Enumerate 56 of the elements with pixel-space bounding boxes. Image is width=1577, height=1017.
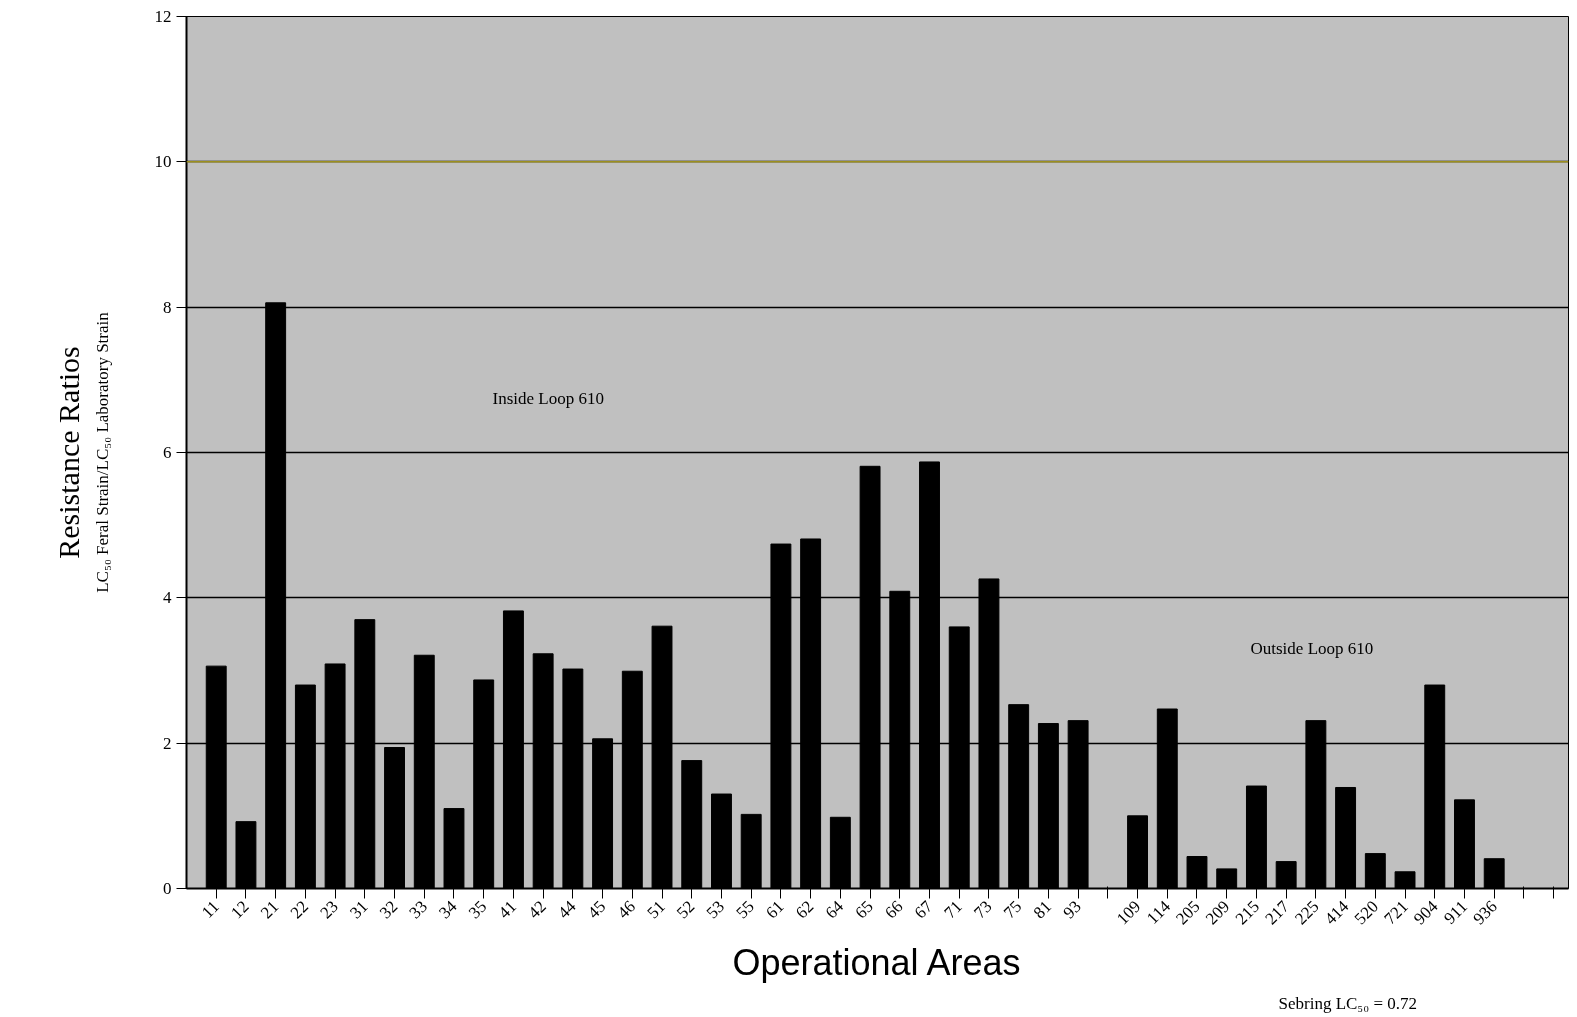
x-tick-label: 414: [1320, 896, 1353, 929]
x-tick-label: 45: [583, 896, 610, 923]
x-tick-label: 114: [1142, 896, 1175, 928]
x-tick-label: 65: [851, 896, 877, 923]
x-tick-label: 64: [821, 896, 848, 923]
x-tick-label: 34: [435, 896, 462, 923]
x-tick-label: 61: [762, 896, 788, 923]
x-tick-label: 21: [256, 896, 283, 923]
y-tick-label: 10: [154, 152, 172, 172]
annotation: Outside Loop 610: [1250, 639, 1374, 658]
x-tick-label: 53: [702, 896, 729, 923]
x-tick-label: 51: [643, 896, 669, 923]
x-tick-label: 22: [286, 896, 313, 923]
x-tick-label: 44: [554, 896, 580, 923]
x-tick-label: 12: [227, 896, 253, 923]
x-tick-label: 75: [999, 896, 1026, 923]
x-tick-label: 93: [1059, 896, 1085, 923]
x-tick-label: 225: [1291, 896, 1323, 929]
x-tick-label: 66: [881, 896, 907, 923]
x-tick-label: 215: [1231, 896, 1264, 929]
x-tick-label: 33: [405, 896, 431, 923]
y-tick-label: 0: [163, 879, 172, 898]
x-axis-title: Operational Areas: [732, 942, 1021, 984]
x-tick-label: 32: [375, 896, 402, 923]
x-tick-label: 42: [524, 896, 550, 923]
x-tick-label: 52: [673, 896, 699, 923]
x-tick-label: 904: [1410, 896, 1442, 929]
x-tick-label: 205: [1172, 896, 1204, 929]
y-tick-label: 2: [163, 733, 172, 753]
x-tick-label: 23: [316, 896, 342, 923]
x-tick-label: 520: [1350, 896, 1383, 929]
x-tick-label: 73: [970, 896, 996, 923]
x-tick-label: 721: [1380, 896, 1412, 929]
x-tick-label: 46: [613, 896, 640, 923]
x-tick-label: 209: [1201, 896, 1234, 929]
x-tick-label: 41: [494, 896, 521, 923]
y-tick-label: 12: [154, 7, 172, 26]
x-tick-label: 109: [1112, 896, 1145, 929]
y-axis-title: Resistance Ratios: [51, 346, 85, 559]
y-tick-label: 8: [163, 297, 172, 317]
y-tick-label: 4: [163, 588, 172, 608]
text: LC₅₀ Feral Strain/LC₅₀ Laboratory Strain: [92, 311, 112, 593]
x-tick-label: 35: [464, 896, 491, 923]
x-tick-label: 911: [1440, 896, 1472, 928]
x-tick-label: 67: [910, 896, 937, 923]
x-tick-label: 81: [1029, 896, 1056, 923]
x-tick-label: 55: [732, 896, 758, 923]
x-tick-label: 71: [940, 896, 966, 923]
x-tick-label: 217: [1261, 896, 1294, 929]
y-tick-label: 6: [163, 443, 172, 462]
x-tick-label: 62: [791, 896, 818, 923]
text: Sebring LC₅₀ = 0.72: [1278, 993, 1418, 1013]
x-tick-label: 31: [346, 896, 372, 923]
x-tick-label: 11: [197, 896, 223, 922]
x-tick-label: 936: [1469, 896, 1501, 929]
annotation: Inside Loop 610: [492, 389, 604, 408]
